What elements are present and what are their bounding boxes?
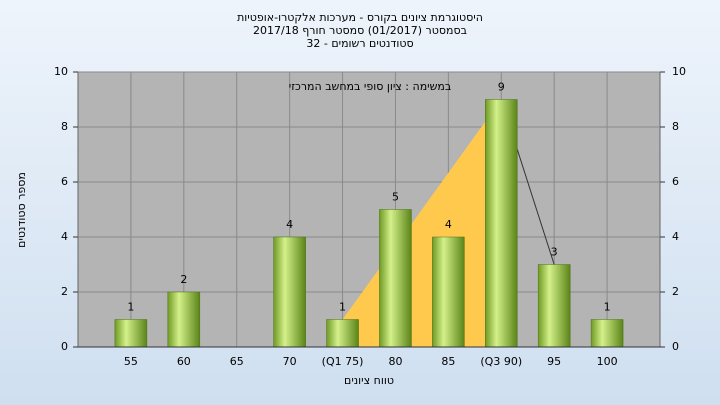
y-tick-label: 2 [61,285,68,298]
data-label: 1 [127,301,134,314]
bar [537,264,571,348]
annotation: במשימה : ציון סופי במחשב המרכזי [289,80,452,93]
x-tick-label: (Q3 90) [480,355,522,368]
bar [273,236,306,348]
y-tick-label: 0 [61,340,68,353]
x-tick-label: (Q1 75) [322,355,364,368]
bar [485,99,518,348]
y-tick-label: 4 [61,230,68,243]
data-label: 2 [180,273,187,286]
x-tick-label: 60 [177,355,191,368]
data-label: 4 [286,218,293,231]
data-label: 1 [339,301,346,314]
x-tick-label: 85 [441,355,455,368]
y-axis-label: מספר סטודנטים [15,172,28,248]
title-line: סטודנטים רשומים - 32 [306,37,413,50]
y-tick-label: 8 [61,120,68,133]
x-tick-label: 70 [283,355,297,368]
data-label: 9 [498,81,505,94]
x-tick-label: 55 [124,355,138,368]
y2-tick-label: 8 [672,120,679,133]
x-tick-label: 65 [230,355,244,368]
data-label: 3 [551,246,558,259]
data-label: 4 [445,218,452,231]
title-line: בסמסטר (01/2017) סמסטר חורף 2017/18 [253,24,467,37]
x-tick-label: 95 [547,355,561,368]
x-tick-label: 80 [388,355,402,368]
bar [167,291,201,348]
bar [379,209,412,348]
y-tick-label: 6 [61,175,68,188]
x-tick-label: 100 [597,355,618,368]
y-tick-label: 10 [54,65,68,78]
bar [590,319,624,348]
data-label: 1 [604,301,611,314]
bar [114,319,148,348]
title-line: היסטוגרמת ציונים בקורס - מערכות אלקטרו-א… [237,11,483,24]
bar [432,236,465,348]
data-label: 5 [392,191,399,204]
y2-tick-label: 6 [672,175,679,188]
bar [326,319,359,348]
y2-tick-label: 4 [672,230,679,243]
x-axis-label: טווח ציונים [344,374,394,387]
y2-tick-label: 2 [672,285,679,298]
y2-tick-label: 10 [672,65,686,78]
y2-tick-label: 0 [672,340,679,353]
